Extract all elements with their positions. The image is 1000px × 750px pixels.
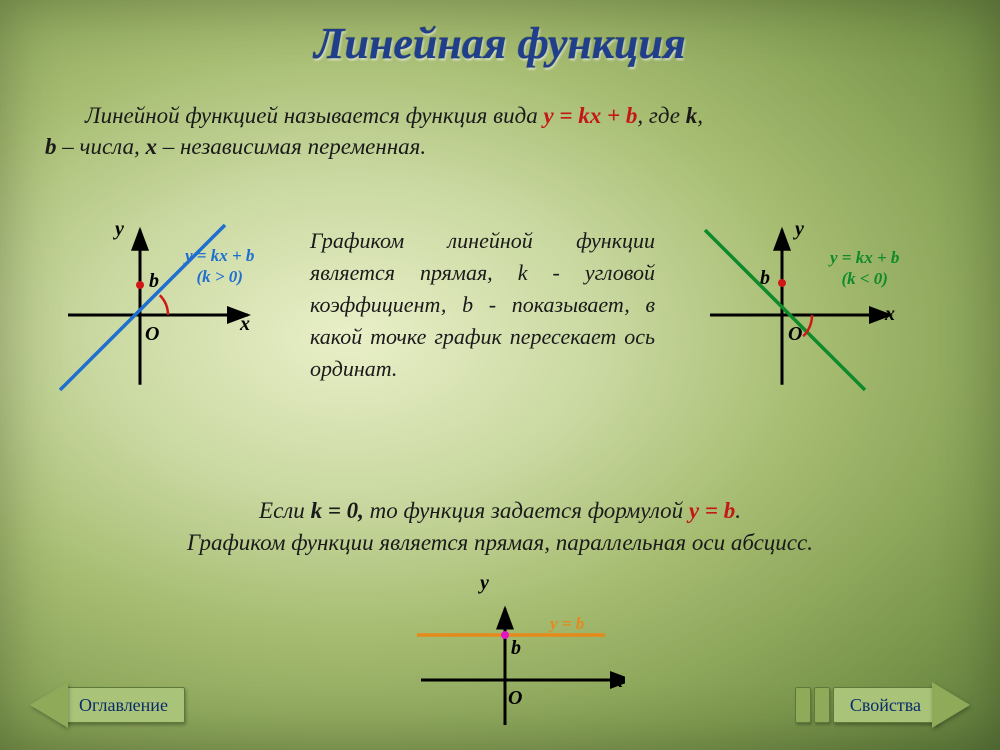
graph-positive-k: y = kx + b(k > 0) y x O b xyxy=(55,215,285,405)
b-label: b xyxy=(149,270,159,293)
x-axis-label: x xyxy=(613,670,623,693)
intro-suffix: , где xyxy=(637,103,685,128)
bottom-paragraph: Если k = 0, то функция задается формулой… xyxy=(45,495,955,559)
graph-negative-k: y = kx + b(k < 0) y x O b xyxy=(700,215,960,405)
graph-right-equation: y = kx + b(k < 0) xyxy=(830,247,899,290)
graph-positive-k-svg xyxy=(55,215,285,405)
x-axis-label: x xyxy=(885,303,895,326)
slide-title: Линейная функция xyxy=(0,18,1000,69)
slide: Линейная функция Линейной функцией назыв… xyxy=(0,0,1000,750)
graph-negative-k-svg xyxy=(700,215,960,405)
y-axis-label: y xyxy=(115,218,124,241)
intro-formula: y = kx + b xyxy=(543,103,637,128)
prev-button-label: Оглавление xyxy=(62,687,185,723)
y-axis-label: y xyxy=(795,218,804,241)
graph-left-equation: y = kx + b(k > 0) xyxy=(185,245,254,288)
intro-x: x xyxy=(146,134,158,159)
intro-b: b xyxy=(45,134,57,159)
prev-button[interactable]: Оглавление xyxy=(30,682,185,728)
b-label: b xyxy=(511,637,521,660)
nav-decor xyxy=(814,687,830,723)
arrow-left-icon xyxy=(30,682,68,728)
arrow-right-icon xyxy=(932,682,970,728)
y-equals-b: y = b xyxy=(689,498,735,523)
next-button-label: Свойства xyxy=(833,687,938,723)
origin-label: O xyxy=(508,687,522,710)
origin-label: O xyxy=(145,323,159,346)
y-axis-label: y xyxy=(480,572,489,595)
middle-text: Графиком линейной функции является пряма… xyxy=(310,225,655,384)
x-axis-label: x xyxy=(240,313,250,336)
intro-paragraph: Линейной функцией называется функция вид… xyxy=(45,100,955,162)
next-button[interactable]: Свойства xyxy=(795,682,970,728)
intro-prefix: Линейной функцией называется функция вид… xyxy=(85,103,543,128)
intro-k: k xyxy=(686,103,698,128)
origin-label: O xyxy=(788,323,802,346)
graph-bottom-equation: y = b xyxy=(550,613,584,634)
nav-decor xyxy=(795,687,811,723)
graph-horizontal: y = b y x O b xyxy=(395,575,625,725)
b-label: b xyxy=(760,267,770,290)
k-zero: k = 0, xyxy=(311,498,364,523)
